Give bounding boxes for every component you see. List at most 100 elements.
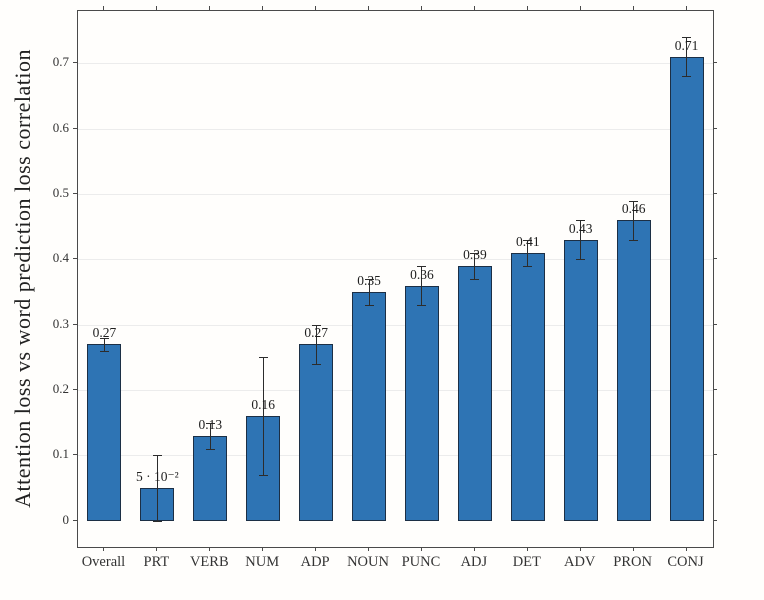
error-bar-line	[156, 455, 158, 521]
error-bar-cap-top	[258, 357, 268, 359]
x-tick-mark-top	[262, 6, 264, 10]
error-bar-line	[368, 279, 370, 306]
bar	[352, 292, 387, 521]
x-tick-mark-bottom	[209, 547, 211, 551]
y-tick-mark-left	[73, 323, 77, 325]
error-bar-line	[474, 252, 476, 279]
error-bar-line	[686, 37, 688, 77]
y-tick-mark-right	[713, 454, 717, 456]
gridline	[78, 259, 713, 261]
y-tick-mark-left	[73, 389, 77, 391]
x-tick-mark-top	[685, 6, 687, 10]
gridline	[78, 194, 713, 196]
error-bar-line	[421, 265, 423, 306]
x-tick-label: VERB	[189, 554, 229, 570]
x-tick-label: PRT	[143, 554, 170, 570]
error-bar-cap-top	[311, 324, 321, 326]
error-bar-cap-bottom	[470, 279, 480, 280]
bar	[457, 265, 492, 521]
x-tick-mark-bottom	[368, 547, 370, 551]
bar-value-label: 0.43	[568, 220, 593, 236]
x-tick-mark-top	[632, 6, 634, 10]
x-tick-mark-bottom	[473, 547, 475, 551]
bar-value-label: 0.46	[621, 201, 646, 217]
error-bar-cap-bottom	[682, 76, 692, 78]
bar-value-label: 0.13	[198, 416, 223, 432]
error-bar-cap-bottom	[152, 520, 162, 522]
y-tick-label: 0.3	[52, 315, 69, 331]
error-bar-cap-top	[682, 37, 692, 39]
y-tick-mark-left	[73, 454, 77, 456]
x-tick-mark-top	[473, 6, 475, 10]
x-tick-mark-bottom	[685, 547, 687, 551]
x-tick-mark-top	[368, 6, 370, 10]
y-tick-label: 0	[62, 511, 70, 527]
x-tick-label: ADP	[300, 554, 330, 570]
error-bar-cap-top	[152, 455, 162, 457]
x-tick-label: ADJ	[460, 554, 488, 570]
bar	[669, 56, 704, 521]
y-tick-mark-right	[713, 127, 717, 129]
y-tick-mark-left	[73, 62, 77, 64]
y-tick-label: 0.7	[52, 54, 69, 70]
y-tick-mark-right	[713, 519, 717, 521]
error-bar-cap-top	[629, 200, 639, 202]
bar-value-label: 0.41	[515, 233, 540, 249]
gridline	[78, 324, 713, 326]
error-bar-cap-bottom	[311, 363, 321, 365]
error-bar-cap-top	[99, 337, 109, 339]
x-tick-mark-bottom	[420, 547, 422, 551]
error-bar-line	[527, 239, 529, 266]
bar	[616, 220, 651, 521]
error-bar-cap-bottom	[576, 259, 586, 261]
gridline	[78, 128, 713, 130]
bar-value-label: 0.27	[92, 325, 117, 341]
x-tick-label: ADV	[563, 554, 596, 570]
y-tick-mark-right	[713, 389, 717, 391]
y-tick-mark-left	[73, 193, 77, 195]
x-tick-mark-bottom	[315, 547, 317, 551]
y-axis-title: Attention loss vs word prediction loss c…	[6, 10, 40, 546]
error-bar-line	[580, 220, 582, 260]
error-bar-line	[103, 337, 105, 351]
bar	[193, 435, 228, 521]
y-tick-mark-left	[73, 127, 77, 129]
x-tick-label: CONJ	[667, 554, 704, 570]
x-tick-mark-bottom	[579, 547, 581, 551]
error-bar-line	[315, 324, 317, 364]
error-bar-cap-bottom	[364, 305, 374, 307]
x-tick-mark-top	[103, 6, 105, 10]
error-bar-cap-top	[205, 422, 215, 424]
x-tick-label: DET	[512, 554, 541, 570]
bar	[563, 239, 598, 521]
x-tick-mark-bottom	[632, 547, 634, 551]
x-tick-mark-bottom	[156, 547, 158, 551]
y-tick-label: 0.2	[52, 381, 69, 397]
gridline	[78, 63, 713, 65]
bar	[299, 344, 334, 521]
error-bar-cap-bottom	[523, 265, 533, 267]
x-tick-label: NUM	[245, 554, 280, 570]
y-tick-label: 0.1	[52, 446, 69, 462]
error-bar-cap-bottom	[99, 350, 109, 352]
x-tick-mark-top	[526, 6, 528, 10]
error-bar-cap-bottom	[629, 239, 639, 241]
bar-value-label: 0.36	[410, 266, 434, 282]
x-tick-mark-bottom	[103, 547, 105, 551]
gridline	[78, 390, 713, 392]
x-tick-mark-top	[579, 6, 581, 10]
error-bar-line	[262, 357, 264, 476]
plot-area: 0.27 5 · 10⁻² 0.13 0.16 0.27 0.35 0.36 0.39 0.41…	[77, 10, 714, 548]
error-bar-cap-bottom	[417, 305, 427, 307]
x-tick-mark-top	[156, 6, 158, 10]
bar-value-label: 5 · 10⁻²	[136, 469, 179, 485]
y-tick-mark-right	[713, 193, 717, 195]
x-tick-label: Overall	[81, 554, 126, 570]
y-tick-mark-left	[73, 258, 77, 260]
error-bar-cap-top	[576, 220, 586, 222]
y-tick-label: 0.5	[52, 185, 69, 201]
y-tick-mark-right	[713, 323, 717, 325]
error-bar-cap-bottom	[205, 448, 215, 450]
error-bar-cap-top	[417, 265, 427, 267]
